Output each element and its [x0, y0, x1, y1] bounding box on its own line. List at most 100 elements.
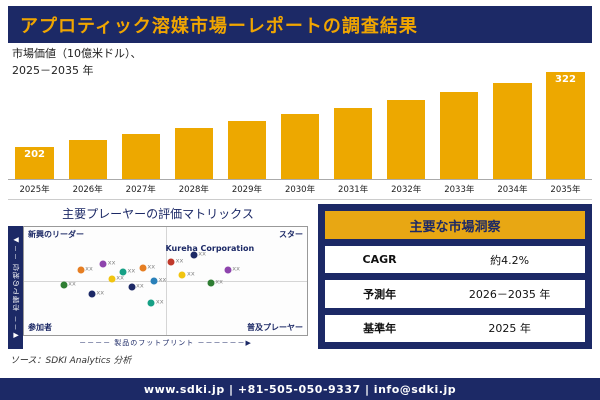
- insight-value: 2025 年: [488, 322, 531, 336]
- x-axis-tick-label: 2030年: [284, 185, 316, 195]
- page-title: アプロティック溶媒市場ーレポートの調査結果: [8, 6, 592, 43]
- bar: [68, 140, 107, 179]
- matrix-body: ◀－－ 市場での地位 －－▶ 新興のリーダー スター 参加者 普及プレーヤー K…: [8, 226, 308, 349]
- bar-area: 202: [8, 62, 62, 180]
- scatter-point: xx: [167, 256, 183, 266]
- bar: [174, 128, 213, 179]
- bar-area: [326, 62, 380, 180]
- insights-title: 主要な市場洞察: [325, 211, 585, 239]
- matrix-x-axis: －－－－ 製品のフットプリント －－－－－－▶: [79, 338, 252, 347]
- scatter-point-label: xx: [116, 273, 124, 282]
- scatter-point: xx: [99, 258, 115, 268]
- scatter-point: xx: [147, 297, 164, 307]
- bar-column: 2029年: [220, 46, 274, 195]
- y-axis-label: ◀－－ 市場での地位 －－▶: [11, 235, 20, 340]
- bar-chart: 202 2025年 2026年 2027年 2028年 2029年 2030年 2031年 20…: [8, 46, 593, 195]
- scatter-point: xx: [178, 269, 195, 279]
- scatter-point: xx: [77, 265, 93, 274]
- insight-value: 2026－2035 年: [468, 287, 551, 301]
- chart-caption-line2: 2025－2035 年: [12, 63, 94, 77]
- bar-column: 2033年: [432, 46, 486, 195]
- bar-column: 2030年: [273, 46, 327, 195]
- bar-area: [167, 62, 221, 180]
- matrix-y-axis: ◀－－ 市場での地位 －－▶: [8, 226, 23, 349]
- bar: [334, 108, 373, 179]
- bar: [280, 114, 320, 179]
- insight-row-cagr: CAGR 約4.2%: [325, 246, 585, 274]
- bar-area: [485, 62, 539, 180]
- bar: [387, 100, 426, 179]
- scatter-point: xx: [88, 288, 104, 298]
- bar-column: 322 2035年: [538, 46, 593, 195]
- scatter-point: xx: [128, 282, 144, 291]
- x-axis-tick-label: 2034年: [497, 185, 528, 195]
- bar-area: [220, 62, 274, 180]
- x-axis-tick-label: 2026年: [72, 185, 103, 195]
- bar-column: 2028年: [167, 46, 221, 195]
- bar-area: [273, 62, 327, 180]
- bar: 322: [546, 72, 585, 179]
- market-insights-panel: 主要な市場洞察 CAGR 約4.2% 予測年 2026－2035 年 基準年 2…: [318, 204, 592, 349]
- quadrant-label-participants: 参加者: [28, 323, 52, 332]
- scatter-point-label: xx: [85, 264, 93, 273]
- chart-caption: 市場価値（10億米ドル）、 2025－2035 年: [12, 46, 142, 79]
- bar: [121, 134, 160, 179]
- scatter-point-label: xx: [198, 249, 206, 258]
- scatter-point: xx: [108, 273, 124, 283]
- matrix-panel: 主要プレーヤーの評価マトリックス ◀－－ 市場での地位 －－▶ 新興のリーダー …: [8, 204, 308, 349]
- source-note: ソース：SDKI Analytics 分析: [10, 356, 132, 366]
- insight-value: 約4.2%: [490, 253, 530, 267]
- insight-label: 予測年: [363, 287, 397, 301]
- x-axis-tick-label: 2035年: [550, 185, 581, 195]
- insight-label: CAGR: [362, 253, 397, 267]
- insight-row-base-year: 基準年 2025 年: [325, 314, 585, 342]
- scatter-point-label: xx: [96, 288, 105, 297]
- scatter-point-label: xx: [186, 269, 195, 278]
- bar-area: [379, 62, 433, 180]
- bar-value-label: 322: [555, 74, 576, 85]
- x-axis-tick-label: 2027年: [125, 185, 156, 195]
- bar-area: 322: [538, 62, 593, 180]
- x-axis-tick-label: 2029年: [231, 185, 262, 195]
- bar-value-label: 202: [24, 149, 45, 160]
- company-annotation: Kureha Corporation: [165, 244, 255, 254]
- scatter-point-label: xx: [215, 277, 223, 286]
- bar-chart-section: 市場価値（10億米ドル）、 2025－2035 年 202 2025年 2026年 2…: [8, 46, 593, 195]
- x-axis-tick-label: 2033年: [444, 185, 475, 195]
- x-axis-tick-label: 2031年: [338, 185, 369, 195]
- scatter-point: xx: [207, 278, 223, 287]
- footer-contact-bar: www.sdki.jp | +81-505-050-9337 | info@sd…: [0, 378, 600, 400]
- bar-column: 202 2025年: [8, 46, 62, 195]
- bar-area: [114, 62, 168, 180]
- insight-row-forecast-years: 予測年 2026－2035 年: [325, 280, 585, 308]
- bar-column: 2027年: [114, 46, 168, 195]
- scatter-point: xx: [224, 265, 240, 274]
- matrix-plot-column: 新興のリーダー スター 参加者 普及プレーヤー Kureha Corporati…: [23, 226, 308, 349]
- insight-label: 基準年: [363, 322, 397, 336]
- bar-area: [432, 62, 486, 180]
- quadrant-label-emerging-leaders: 新興のリーダー: [28, 230, 84, 239]
- bar: [440, 92, 479, 179]
- scatter-point: xx: [150, 276, 166, 285]
- bar-column: 2026年: [61, 46, 115, 195]
- chart-caption-line1: 市場価値（10億米ドル）、: [12, 47, 142, 60]
- bar: [493, 83, 532, 179]
- scatter-point-label: xx: [175, 256, 184, 265]
- matrix-title: 主要プレーヤーの評価マトリックス: [62, 207, 254, 221]
- bar-area: [61, 62, 115, 180]
- scatter-point-label: xx: [68, 279, 76, 288]
- quadrant-label-pervasive-players: 普及プレーヤー: [247, 323, 303, 332]
- scatter-point: xx: [60, 280, 76, 289]
- scatter-point-label: xx: [107, 258, 116, 267]
- scatter-point: xx: [190, 250, 206, 259]
- scatter-point-label: xx: [147, 262, 156, 271]
- x-axis-tick-label: 2028年: [178, 185, 209, 195]
- matrix-plot: 新興のリーダー スター 参加者 普及プレーヤー Kureha Corporati…: [23, 226, 308, 336]
- bar-column: 2032年: [379, 46, 433, 195]
- scatter-point-label: xx: [158, 275, 167, 284]
- scatter-point: xx: [139, 263, 155, 272]
- bar: 202: [15, 147, 54, 179]
- bottom-section: 主要プレーヤーの評価マトリックス ◀－－ 市場での地位 －－▶ 新興のリーダー …: [8, 199, 592, 349]
- scatter-point-label: xx: [155, 297, 164, 306]
- scatter-point-label: xx: [136, 281, 144, 290]
